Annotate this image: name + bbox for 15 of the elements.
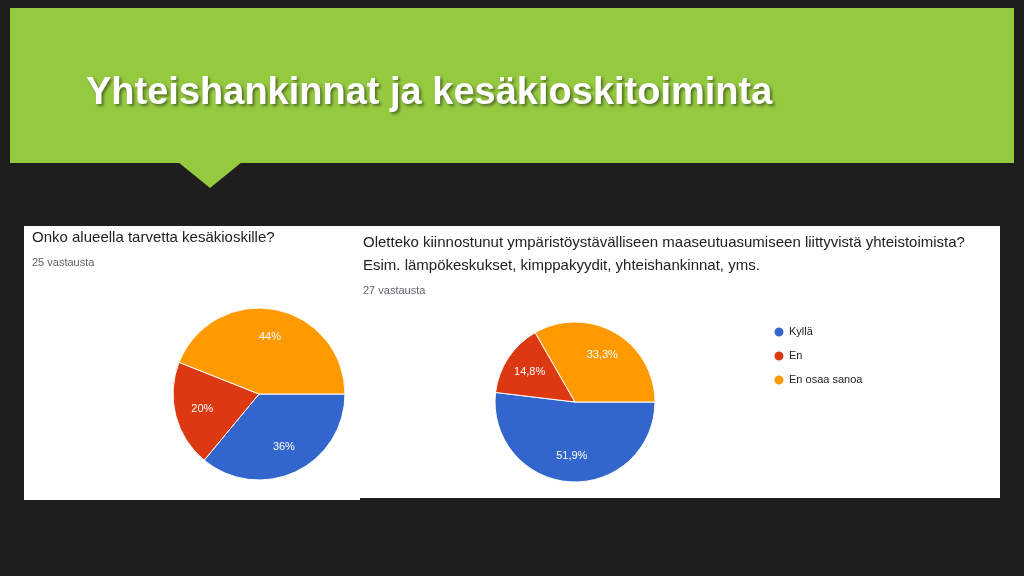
chart-subtitle: Esim. lämpökeskukset, kimppakyydit, yhteishankinnat, yms. bbox=[363, 256, 760, 273]
text: Yhteishankinnat ja kesäkioskitoiminta bbox=[86, 70, 773, 113]
chart-title: Oletteko kiinnostunut ympäristöystävälliseen maaseutuasumiseen liittyvistä yhteistoimista? bbox=[363, 233, 965, 250]
legend-label: En osaa sanoa bbox=[789, 373, 864, 385]
chart-title: Onko alueella tarvetta kesäkioskille? bbox=[32, 228, 275, 245]
data-label: 33,3% bbox=[586, 347, 619, 360]
data-label: 14,8% bbox=[514, 364, 546, 377]
legend-label: En bbox=[789, 349, 803, 361]
data-label: 20% bbox=[191, 401, 214, 414]
text: 25 vastausta bbox=[32, 256, 96, 268]
data-label: 44% bbox=[258, 329, 282, 342]
data-label: 36% bbox=[272, 439, 296, 452]
text: 27 vastausta bbox=[363, 284, 427, 296]
legend-label: Kyllä bbox=[789, 325, 814, 337]
data-label: 51,9% bbox=[556, 449, 588, 462]
